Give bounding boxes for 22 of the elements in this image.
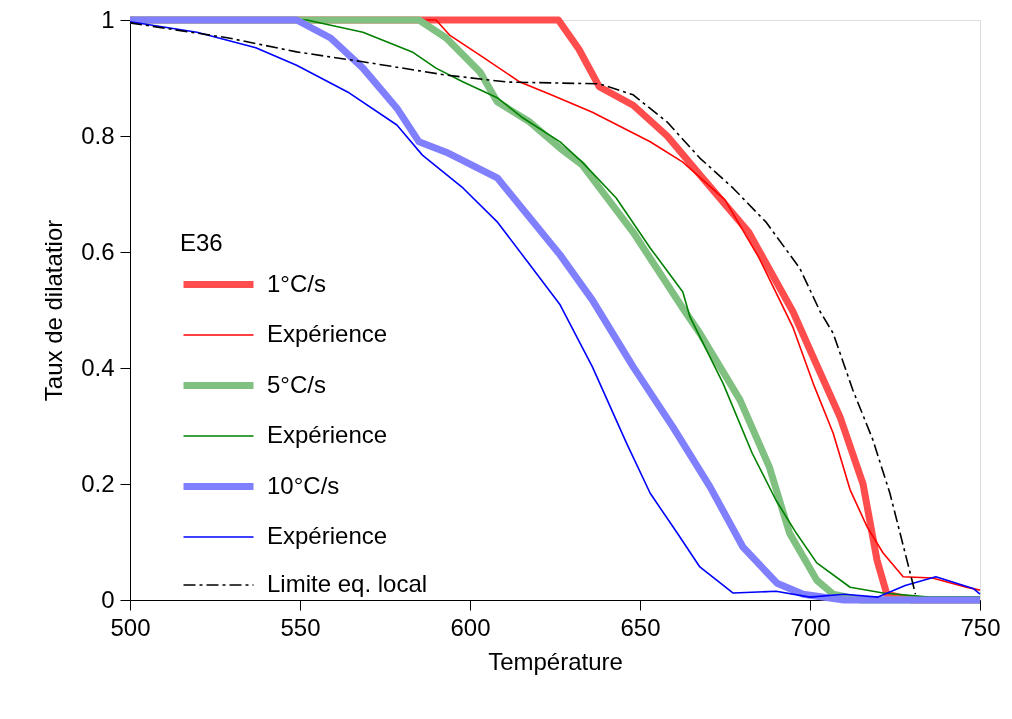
y-tick-label: 0.8 [81, 121, 115, 149]
x-tick-label: 700 [790, 613, 831, 641]
y-tick-label: 1 [101, 5, 115, 33]
legend-label: 1°C/s [267, 269, 326, 297]
x-tick-label: 550 [280, 613, 321, 641]
x-tick-label: 650 [620, 613, 661, 641]
x-tick-label: 750 [960, 613, 1001, 641]
y-tick-label: 0.4 [81, 353, 115, 381]
legend-label: Expérience [267, 320, 388, 347]
x-tick-label: 500 [110, 613, 151, 641]
x-tick-label: 600 [450, 613, 491, 641]
y-tick-label: 0 [101, 585, 115, 613]
legend-label: 10°C/s [267, 471, 340, 499]
y-tick-label: 0.2 [81, 469, 115, 497]
y-axis-title: Taux de dilatatior [40, 219, 68, 402]
legend-label: Expérience [267, 522, 388, 549]
y-tick-label: 0.6 [81, 237, 115, 265]
x-axis-title: Température [488, 647, 623, 675]
legend-label: Expérience [267, 421, 388, 448]
legend-label: 5°C/s [267, 370, 326, 398]
legend-label: Limite eq. local [267, 570, 428, 597]
legend-title: E36 [180, 229, 223, 256]
